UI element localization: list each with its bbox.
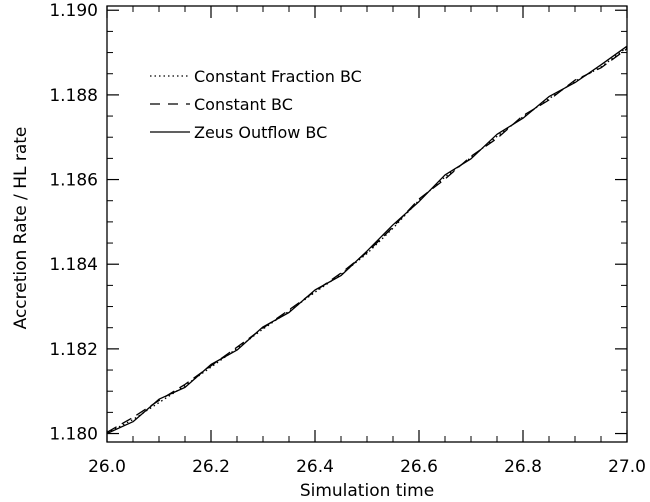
x-tick-label: 26.8 — [504, 457, 542, 477]
x-tick-label: 26.4 — [296, 457, 334, 477]
legend-label: Zeus Outflow BC — [194, 123, 327, 142]
series-line-solid — [106, 45, 628, 435]
x-tick-label: 26.2 — [192, 457, 230, 477]
x-tick-label: 26.6 — [400, 457, 438, 477]
y-axis-label: Accretion Rate / HL rate — [11, 127, 31, 330]
y-tick-label: 1.180 — [49, 425, 98, 445]
y-tick-label: 1.190 — [49, 1, 98, 21]
axis-ticks — [106, 6, 628, 442]
y-tick-label: 1.188 — [49, 86, 98, 106]
legend: Constant Fraction BC Constant BC Zeus Outf… — [150, 67, 362, 142]
y-tick-label: 1.182 — [49, 340, 98, 360]
x-axis-label: Simulation time — [300, 481, 434, 501]
plot-frame — [106, 5, 628, 443]
x-tick-label: 26.0 — [88, 457, 126, 477]
legend-label: Constant Fraction BC — [194, 67, 362, 86]
y-tick-label: 1.184 — [49, 255, 98, 275]
series-lines — [106, 45, 628, 435]
legend-label: Constant BC — [194, 95, 293, 114]
y-tick-label: 1.186 — [49, 171, 98, 191]
plot-area — [106, 5, 628, 443]
series-line-dotted — [106, 46, 628, 434]
axis-tick-labels: 26.0 26.2 26.4 26.6 26.8 27.0 1.180 1.182 1.184 1… — [49, 1, 646, 477]
x-tick-label: 27.0 — [608, 457, 646, 477]
series-line-dashed — [106, 48, 628, 433]
